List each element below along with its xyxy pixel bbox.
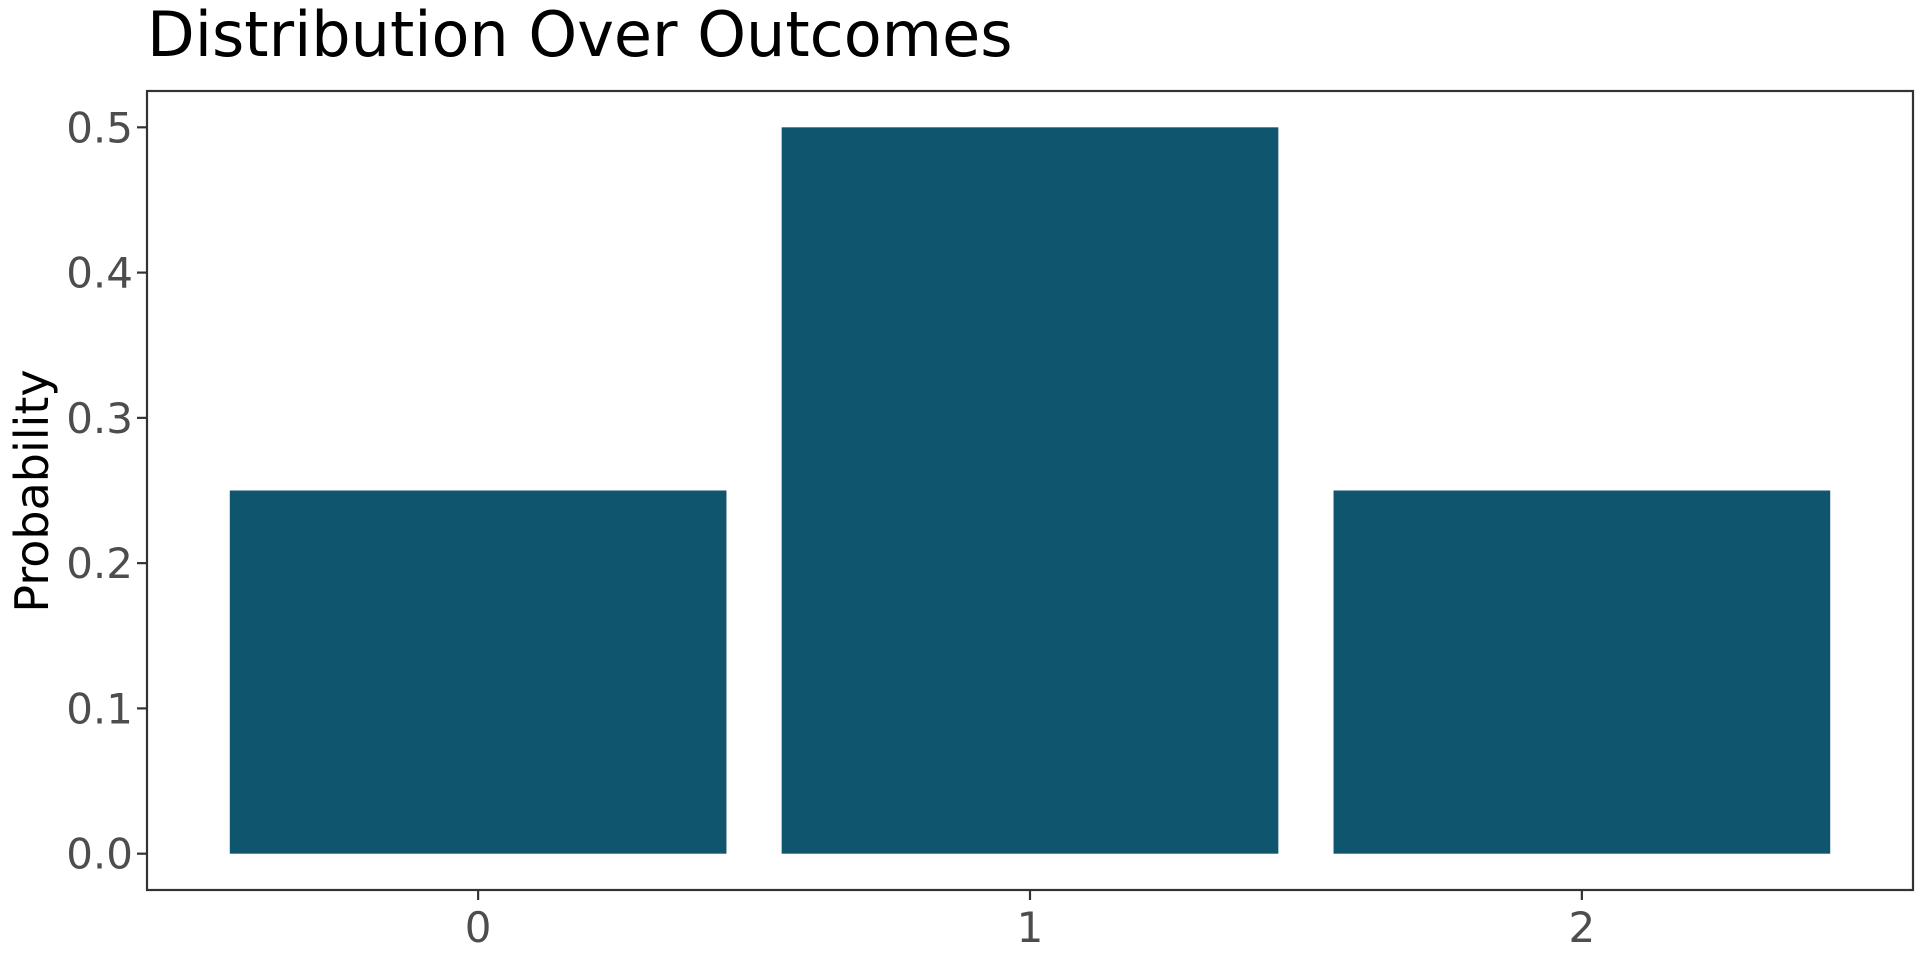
- bars-group: [229, 127, 1831, 854]
- y-tick-label: 0.0: [66, 830, 133, 879]
- chart-title: Distribution Over Outcomes: [147, 0, 1013, 71]
- y-tick-label: 0.4: [66, 249, 133, 298]
- x-tick-label: 2: [1569, 903, 1596, 952]
- x-tick-label: 1: [1017, 903, 1044, 952]
- bar-2: [1333, 490, 1831, 854]
- y-tick-label: 0.3: [66, 394, 133, 443]
- y-tick-label: 0.1: [66, 684, 133, 733]
- bar-1: [781, 127, 1279, 854]
- y-tick-label: 0.5: [66, 103, 133, 152]
- x-tick-label: 0: [465, 903, 492, 952]
- y-axis: 0.0 0.1 0.2 0.3 0.4 0.5: [66, 103, 147, 879]
- y-axis-title: Probability: [5, 369, 59, 612]
- bar-0: [229, 490, 727, 854]
- x-axis: 0 1 2: [465, 890, 1595, 952]
- y-tick-label: 0.2: [66, 539, 133, 588]
